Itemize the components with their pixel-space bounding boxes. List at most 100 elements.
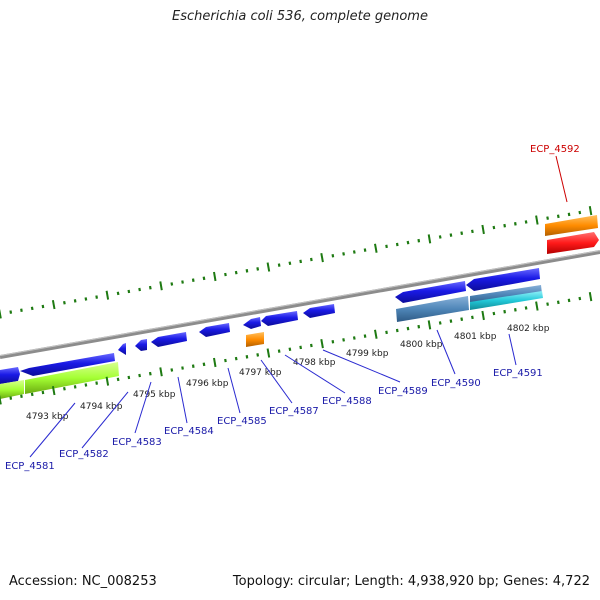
major-tick: [481, 224, 485, 235]
minor-tick: [514, 222, 517, 226]
major-tick: [159, 367, 163, 377]
gene-feature[interactable]: [395, 281, 466, 303]
scale-label: 4797 kbp: [239, 368, 282, 378]
minor-tick: [395, 242, 399, 247]
major-tick: [51, 300, 56, 310]
gene-feature[interactable]: [303, 304, 335, 318]
scale-label: 4795 kbp: [133, 390, 176, 400]
minor-tick: [299, 345, 302, 350]
minor-tick: [116, 291, 120, 296]
scale-label: 4796 kbp: [186, 379, 229, 389]
gene-label[interactable]: ECP_4591: [493, 368, 543, 379]
minor-tick: [170, 368, 174, 372]
minor-tick: [30, 392, 34, 397]
gene-feature[interactable]: [135, 339, 147, 351]
major-tick: [266, 348, 271, 358]
minor-tick: [63, 300, 66, 305]
minor-tick: [256, 353, 260, 357]
minor-tick: [191, 364, 195, 368]
minor-tick: [567, 298, 571, 303]
minor-tick: [417, 238, 421, 243]
minor-tick: [181, 280, 184, 284]
minor-tick: [567, 212, 571, 217]
major-tick: [320, 253, 324, 263]
major-tick: [588, 206, 593, 216]
label-leaders: [29, 329, 517, 458]
minor-tick: [170, 282, 174, 286]
gene-feature[interactable]: [261, 311, 298, 326]
major-tick: [51, 386, 56, 396]
minor-tick: [460, 231, 464, 236]
gene-feature[interactable]: [545, 215, 598, 236]
gene-label[interactable]: ECP_4583: [112, 437, 162, 448]
minor-tick: [578, 210, 582, 215]
minor-tick: [471, 229, 474, 234]
minor-tick: [438, 321, 442, 325]
minor-tick: [191, 278, 195, 282]
gene-feature[interactable]: [246, 332, 264, 347]
genome-summary-text: Topology: circular; Length: 4,938,920 bp…: [232, 574, 590, 589]
major-tick: [481, 310, 485, 321]
minor-tick: [148, 371, 152, 376]
minor-tick: [63, 386, 66, 391]
minor-tick: [84, 297, 88, 301]
gene-feature[interactable]: [470, 291, 543, 310]
minor-tick: [406, 240, 410, 245]
gene-feature[interactable]: [466, 268, 540, 291]
gene-feature[interactable]: [396, 296, 469, 322]
minor-tick: [578, 296, 582, 301]
minor-tick: [288, 261, 292, 266]
gene-feature[interactable]: [118, 343, 126, 355]
gene-feature[interactable]: [151, 332, 187, 347]
major-tick: [159, 281, 163, 291]
gene-feature[interactable]: [0, 380, 24, 399]
gene-feature[interactable]: [243, 317, 261, 329]
gene-label[interactable]: ECP_4587: [269, 406, 319, 417]
minor-tick: [471, 315, 474, 320]
minor-tick: [95, 295, 98, 299]
minor-tick: [556, 300, 560, 305]
gene-label[interactable]: ECP_4585: [217, 416, 267, 427]
gene-label[interactable]: ECP_4582: [59, 449, 109, 460]
genome-backbone: [0, 250, 600, 359]
minor-tick: [245, 269, 249, 273]
major-tick: [105, 290, 110, 300]
minor-tick: [395, 328, 399, 333]
gene-label[interactable]: ECP_4581: [5, 461, 55, 472]
minor-tick: [234, 270, 238, 275]
minor-tick: [546, 216, 549, 220]
gene-label[interactable]: ECP_4590: [431, 378, 481, 389]
major-tick: [427, 234, 432, 244]
gene-label[interactable]: ECP_4589: [378, 386, 428, 397]
gene-feature[interactable]: [199, 323, 230, 337]
minor-tick: [127, 289, 131, 294]
gene-feature[interactable]: [0, 367, 20, 384]
rna-features: [0, 215, 599, 399]
scale-label: 4798 kbp: [293, 358, 336, 368]
minor-tick: [363, 248, 367, 252]
minor-tick: [288, 347, 292, 352]
minor-tick: [406, 326, 410, 331]
scale-label: 4793 kbp: [26, 412, 69, 422]
gene-label[interactable]: ECP_4584: [164, 426, 214, 437]
gene-feature[interactable]: [20, 353, 115, 376]
major-tick: [213, 357, 217, 368]
major-tick: [105, 376, 110, 386]
minor-tick: [224, 358, 227, 363]
gene-feature[interactable]: [25, 362, 119, 394]
minor-tick: [73, 299, 77, 303]
minor-tick: [138, 287, 141, 292]
minor-tick: [546, 302, 549, 306]
scale-label: 4794 kbp: [80, 402, 123, 412]
minor-tick: [342, 252, 345, 256]
lower-tick-track: [0, 292, 593, 405]
gene-label[interactable]: ECP_4588: [322, 396, 372, 407]
minor-tick: [352, 336, 356, 340]
minor-tick: [556, 214, 560, 219]
gene-label[interactable]: ECP_4592: [530, 144, 580, 155]
minor-tick: [20, 394, 23, 398]
minor-tick: [95, 381, 98, 385]
gene-feature[interactable]: [547, 232, 599, 254]
scale-label: 4800 kbp: [400, 340, 443, 350]
